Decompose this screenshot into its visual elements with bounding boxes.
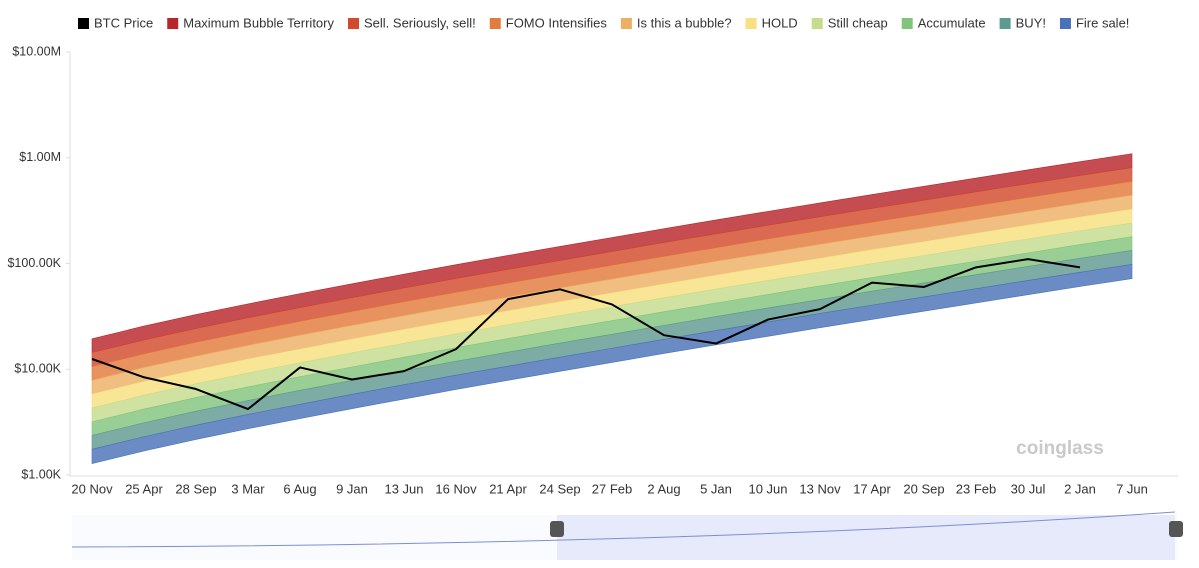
legend-swatch (1059, 18, 1071, 29)
y-tick-label: $10.00M (12, 44, 61, 58)
x-tick-label: 5 Jan (700, 481, 732, 496)
x-tick-label: 23 Feb (956, 481, 996, 496)
watermark: coinglass (1016, 438, 1104, 459)
x-tick-label: 28 Sep (175, 481, 216, 496)
legend-swatch (348, 18, 359, 29)
x-tick-label: 13 Nov (799, 481, 841, 496)
x-tick-label: 2 Jan (1064, 481, 1096, 496)
x-tick-label: 13 Jun (384, 481, 423, 496)
x-tick-label: 2 Aug (647, 481, 680, 496)
legend-label: Sell. Seriously, sell! (364, 15, 476, 30)
x-tick-label: 30 Jul (1011, 481, 1046, 496)
legend-swatch (811, 18, 823, 29)
legend-swatch (620, 18, 632, 29)
x-tick-label: 7 Jun (1116, 481, 1148, 496)
x-tick-label: 27 Feb (592, 481, 632, 496)
legend-label: BTC Price (94, 15, 153, 30)
x-tick-label: 20 Nov (71, 481, 113, 496)
legend-label: Maximum Bubble Territory (183, 15, 334, 30)
legend-label: Fire sale! (1076, 15, 1129, 30)
legend-swatch (489, 18, 501, 29)
navigator (71, 511, 1183, 560)
x-tick-label: 17 Apr (853, 481, 891, 496)
legend-label: Still cheap (828, 15, 888, 30)
price-line (91, 258, 1081, 411)
band (91, 263, 1133, 465)
plot (91, 153, 1133, 465)
legend-label: Is this a bubble? (637, 15, 732, 30)
x-tick-label: 6 Aug (283, 481, 316, 496)
legend-swatch (167, 18, 179, 29)
legend-label: FOMO Intensifies (506, 15, 608, 30)
y-tick-label: $1.00K (21, 467, 61, 481)
navigator-line (71, 511, 1176, 548)
navigator-handle[interactable] (1169, 521, 1183, 537)
y-tick-label: $100.00K (7, 256, 61, 270)
x-tick-label: 16 Nov (435, 481, 477, 496)
navigator-handle[interactable] (550, 521, 564, 537)
x-tick-label: 20 Sep (903, 481, 944, 496)
legend-label: Accumulate (918, 15, 986, 30)
x-tick-label: 24 Sep (539, 481, 580, 496)
legend-swatch (901, 18, 913, 29)
legend-swatch (745, 18, 757, 29)
y-tick-label: $1.00M (19, 150, 61, 164)
legend-label: HOLD (762, 15, 798, 30)
legend-swatch (999, 18, 1011, 29)
x-tick-label: 9 Jan (336, 481, 368, 496)
legend-label: BUY! (1016, 15, 1046, 30)
x-tick-label: 21 Apr (489, 481, 527, 496)
x-tick-label: 3 Mar (231, 481, 265, 496)
x-tick-label: 10 Jun (748, 481, 787, 496)
x-tick-label: 25 Apr (125, 481, 163, 496)
y-tick-label: $10.00K (14, 362, 61, 376)
legend-swatch (78, 18, 89, 29)
